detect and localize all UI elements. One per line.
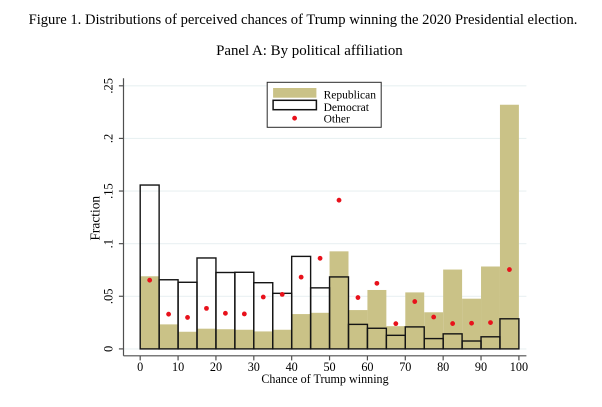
svg-text:.05: .05: [102, 288, 116, 304]
svg-text:100: 100: [510, 360, 528, 374]
svg-text:.15: .15: [102, 183, 116, 199]
svg-text:90: 90: [475, 360, 487, 374]
svg-text:Chance of Trump winning: Chance of Trump winning: [261, 372, 388, 386]
svg-text:30: 30: [248, 360, 260, 374]
svg-text:70: 70: [399, 360, 411, 374]
svg-text:Fraction: Fraction: [87, 196, 102, 241]
svg-text:80: 80: [437, 360, 449, 374]
svg-text:0: 0: [102, 346, 116, 352]
svg-text:60: 60: [361, 360, 373, 374]
svg-text:10: 10: [172, 360, 184, 374]
svg-text:40: 40: [286, 360, 298, 374]
svg-text:50: 50: [323, 360, 335, 374]
svg-text:Other: Other: [324, 114, 350, 126]
svg-text:20: 20: [210, 360, 222, 374]
svg-text:.1: .1: [102, 239, 116, 248]
svg-text:0: 0: [137, 360, 143, 374]
svg-text:Republican: Republican: [324, 90, 377, 102]
svg-text:.25: .25: [102, 78, 116, 94]
svg-text:.2: .2: [102, 134, 116, 143]
svg-text:Democrat: Democrat: [324, 102, 370, 114]
